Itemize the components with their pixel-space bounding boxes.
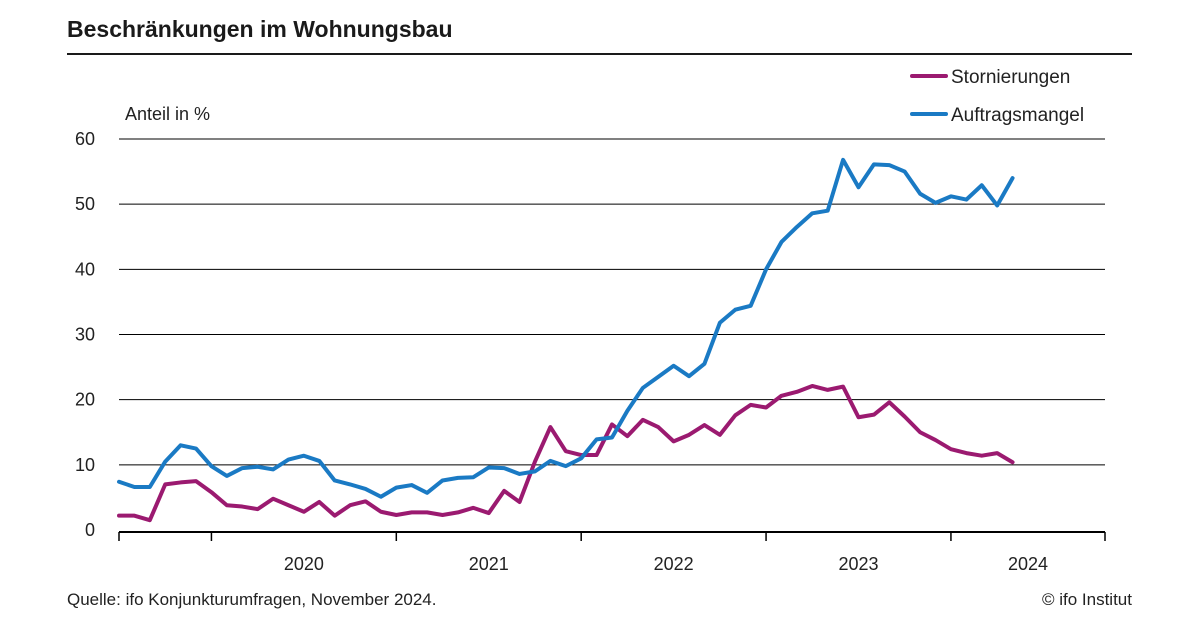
series-lines bbox=[117, 157, 1015, 523]
y-tick-label: 50 bbox=[75, 194, 95, 214]
series-line-auftragsmangel bbox=[117, 157, 1015, 499]
gridlines bbox=[119, 138, 1105, 466]
y-tick-label: 40 bbox=[75, 259, 95, 279]
x-tick-label: 2023 bbox=[838, 554, 878, 574]
legend: Stornierungen Auftragsmangel bbox=[910, 67, 1084, 126]
chart-title: Beschränkungen im Wohnungsbau bbox=[67, 16, 453, 42]
y-tick-label: 10 bbox=[75, 455, 95, 475]
legend-label: Auftragsmangel bbox=[951, 105, 1084, 126]
y-axis-label: Anteil in % bbox=[125, 104, 210, 124]
y-tick-label: 60 bbox=[75, 129, 95, 149]
source-note: Quelle: ifo Konjunkturumfragen, November… bbox=[67, 590, 437, 609]
series-line-stornierungen bbox=[117, 383, 1015, 523]
title-rule bbox=[67, 53, 1132, 55]
x-tick-label: 2021 bbox=[469, 554, 509, 574]
x-tick-label: 2024 bbox=[1008, 554, 1048, 574]
x-tick-label: 2022 bbox=[654, 554, 694, 574]
y-tick-label: 30 bbox=[75, 325, 95, 345]
y-tick-label: 0 bbox=[85, 520, 95, 540]
x-axis: 2020 2021 2022 2023 2024 bbox=[118, 531, 1106, 574]
x-tick-label: 2020 bbox=[284, 554, 324, 574]
legend-label: Stornierungen bbox=[951, 67, 1070, 88]
y-tick-label: 20 bbox=[75, 390, 95, 410]
y-axis: 0 10 20 30 40 50 60 bbox=[75, 129, 95, 540]
copyright-note: © ifo Institut bbox=[1041, 590, 1132, 609]
